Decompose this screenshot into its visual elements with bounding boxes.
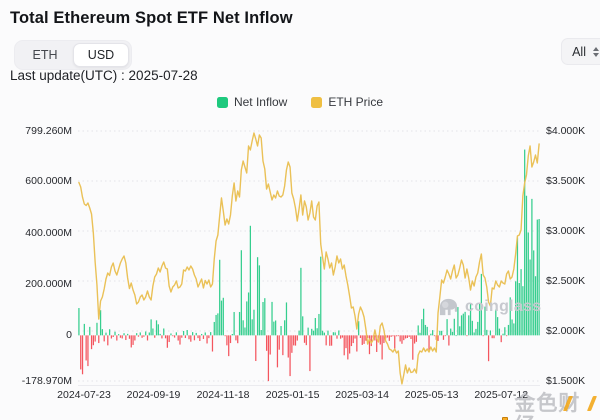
x-axis-tick-label: 2024-11-18: [196, 389, 250, 401]
chart-legend: Net Inflow ETH Price: [0, 95, 600, 109]
toggle-option-usd[interactable]: USD: [73, 43, 129, 67]
x-axis-baseline: [78, 385, 540, 386]
x-axis-tick-label: 2025-07-12: [474, 389, 529, 401]
toggle-option-eth[interactable]: ETH: [32, 48, 58, 62]
net-inflow-swatch-icon: [216, 96, 228, 108]
x-axis-tick-label: 2024-09-19: [126, 389, 181, 401]
gold-slash-decoration: [587, 396, 597, 411]
legend-label: Net Inflow: [233, 95, 288, 109]
y-axis-tick-label: 400.000M: [25, 226, 72, 239]
x-axis-tick-label: 2025-01-15: [265, 389, 320, 401]
golden-finance-logo-icon: [487, 415, 510, 420]
y-axis-tick-label: $2.000K: [546, 324, 586, 337]
range-select-value: All: [572, 44, 586, 59]
inflow-price-chart[interactable]: [78, 124, 540, 385]
y-axis-tick-label: $3.000K: [546, 224, 586, 237]
select-chevron-icon: [593, 46, 599, 57]
range-select[interactable]: All: [561, 38, 600, 65]
y-axis-tick-label: $4.000K: [546, 124, 586, 137]
y-axis-tick-label: $3.500K: [546, 174, 586, 187]
legend-item-eth-price: ETH Price: [311, 95, 383, 109]
x-axis-tick-label: 2025-05-13: [404, 389, 459, 401]
page-title: Total Ethereum Spot ETF Net Inflow: [10, 9, 293, 27]
last-update-text: Last update(UTC) : 2025-07-28: [10, 68, 198, 83]
y-axis-tick-label: $2.500K: [546, 274, 586, 287]
currency-toggle[interactable]: ETH USD: [14, 40, 132, 70]
y-axis-tick-label: 799.260M: [25, 124, 72, 137]
chart-plot-area[interactable]: [78, 124, 540, 385]
y-axis-tick-label: 200.000M: [25, 277, 72, 290]
y-axis-tick-label: -178.970M: [21, 374, 72, 387]
gold-slash-decoration: [563, 396, 573, 411]
y-axis-tick-label: $1.500K: [546, 374, 586, 387]
x-axis-tick-label: 2024-07-23: [57, 389, 111, 401]
eth-price-swatch-icon: [311, 96, 323, 108]
x-axis-tick-label: 2025-03-14: [335, 389, 389, 401]
y-axis-tick-label: 600.000M: [25, 175, 72, 188]
legend-item-net-inflow: Net Inflow: [216, 95, 288, 109]
y-axis-tick-label: 0: [66, 328, 72, 341]
legend-label: ETH Price: [328, 95, 384, 109]
